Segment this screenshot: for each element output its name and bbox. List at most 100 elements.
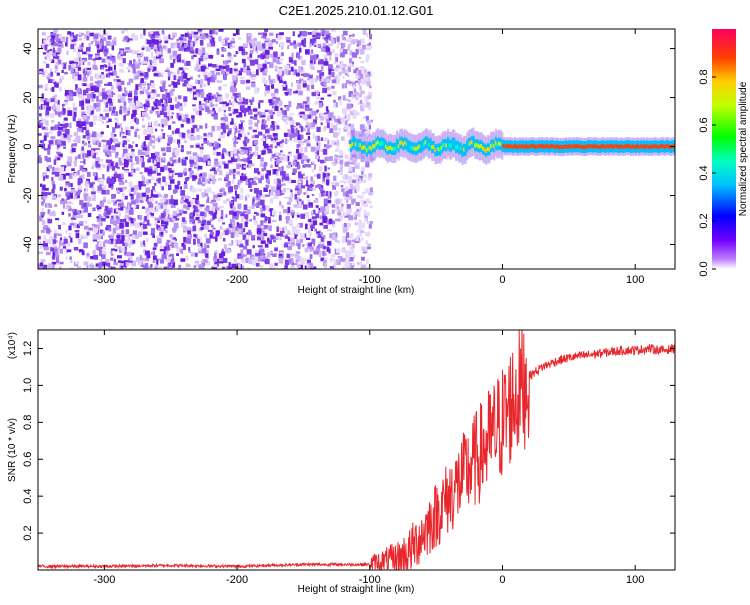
heatmap-cell <box>470 140 474 145</box>
heatmap-cell <box>397 144 400 149</box>
heatmap-cell <box>250 59 255 66</box>
heatmap-cell <box>337 157 342 160</box>
heatmap-cell <box>109 238 114 242</box>
heatmap-cell <box>82 202 87 209</box>
heatmap-cell <box>262 32 268 37</box>
heatmap-cell <box>310 146 316 152</box>
heatmap-cell <box>376 140 380 145</box>
heatmap-cell <box>306 259 311 266</box>
heatmap-cell <box>596 144 599 149</box>
heatmap-cell <box>168 170 173 177</box>
heatmap-cell <box>40 183 43 187</box>
heatmap-cell <box>260 199 265 206</box>
heatmap-cell <box>315 36 321 40</box>
heatmap-cell <box>362 78 366 83</box>
heatmap-cell <box>572 144 575 149</box>
spectrogram-heatmap <box>38 29 675 275</box>
heatmap-cell <box>230 156 235 162</box>
heatmap-cell <box>255 262 260 267</box>
heatmap-cell <box>142 196 146 201</box>
heatmap-cell <box>204 233 208 238</box>
heatmap-cell <box>86 93 91 100</box>
heatmap-cell <box>98 133 102 138</box>
heatmap-cell <box>124 241 128 247</box>
heatmap-cell <box>163 266 168 269</box>
heatmap-cell <box>176 253 179 256</box>
heatmap-cell <box>252 129 257 133</box>
heatmap-cell <box>350 39 356 45</box>
heatmap-cell <box>260 228 263 233</box>
heatmap-cell <box>265 67 268 73</box>
heatmap-cell <box>206 78 209 82</box>
heatmap-cell <box>46 192 52 196</box>
heatmap-cell <box>333 260 337 266</box>
heatmap-cell <box>186 226 191 231</box>
heatmap-cell <box>300 259 305 265</box>
heatmap-cell <box>351 239 356 242</box>
heatmap-cell <box>531 144 534 149</box>
heatmap-cell <box>295 229 300 235</box>
heatmap-cell <box>140 151 146 156</box>
heatmap-cell <box>84 34 87 39</box>
heatmap-cell <box>126 67 131 70</box>
heatmap-cell <box>247 209 251 215</box>
heatmap-cell <box>312 35 316 38</box>
heatmap-cell <box>214 252 217 259</box>
heatmap-cell <box>114 242 118 248</box>
heatmap-cell <box>250 268 253 269</box>
heatmap-cell <box>213 264 218 268</box>
heatmap-cell <box>78 95 84 100</box>
heatmap-cell <box>117 82 121 87</box>
heatmap-cell <box>316 269 320 275</box>
heatmap-cell <box>339 99 342 106</box>
heatmap-cell <box>345 120 348 126</box>
heatmap-cell <box>331 71 335 78</box>
heatmap-cell <box>65 90 69 96</box>
heatmap-cell <box>220 216 223 219</box>
heatmap-cell <box>179 186 182 190</box>
heatmap-cell <box>103 116 107 120</box>
heatmap-cell <box>170 265 174 269</box>
heatmap-cell <box>151 52 154 58</box>
heatmap-cell <box>183 102 187 107</box>
heatmap-cell <box>167 110 171 117</box>
heatmap-cell <box>402 142 405 147</box>
heatmap-cell <box>62 199 68 204</box>
heatmap-cell <box>57 131 62 137</box>
heatmap-cell <box>215 72 221 76</box>
heatmap-cell <box>354 142 357 147</box>
heatmap-cell <box>166 209 170 215</box>
heatmap-cell <box>176 213 180 217</box>
heatmap-cell <box>340 185 344 188</box>
heatmap-cell <box>46 77 51 80</box>
heatmap-cell <box>219 205 224 209</box>
heatmap-cell <box>192 97 197 100</box>
heatmap-cell <box>259 173 264 176</box>
heatmap-cell <box>347 239 352 246</box>
heatmap-cell <box>202 172 207 178</box>
heatmap-cell <box>50 59 55 63</box>
heatmap-cell <box>158 266 162 269</box>
heatmap-cell <box>155 235 161 239</box>
heatmap-cell <box>625 144 628 149</box>
heatmap-cell <box>286 155 290 162</box>
heatmap-cell <box>304 146 308 153</box>
heatmap-cell <box>298 174 304 179</box>
heatmap-cell <box>410 145 413 150</box>
heatmap-cell <box>334 118 338 123</box>
heatmap-cell <box>192 136 198 139</box>
heatmap-cell <box>246 157 251 163</box>
heatmap-cell <box>96 44 100 49</box>
heatmap-cell <box>222 128 226 134</box>
heatmap-cell <box>335 79 340 85</box>
heatmap-cell <box>324 173 327 178</box>
heatmap-cell <box>99 201 104 207</box>
heatmap-cell <box>362 145 365 150</box>
heatmap-cell <box>560 145 563 149</box>
heatmap-cell <box>236 114 239 118</box>
heatmap-cell <box>99 250 103 256</box>
heatmap-cell <box>290 82 293 87</box>
heatmap-cell <box>181 160 187 166</box>
heatmap-cell <box>304 247 309 253</box>
heatmap-cell <box>82 68 85 73</box>
